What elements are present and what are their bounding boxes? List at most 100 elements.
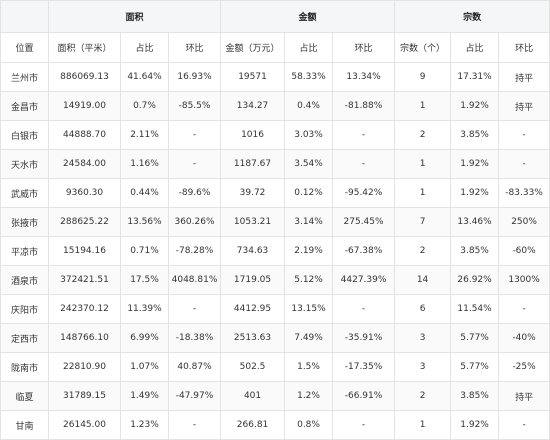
amount-cell: 502.5 <box>220 352 286 382</box>
group-header-blank <box>0 0 49 33</box>
amount-share-cell: 13.15% <box>284 294 334 324</box>
amount-share-cell: 3.14% <box>284 207 334 237</box>
area-mom-cell: -18.38% <box>167 323 222 353</box>
area-share-cell: 41.64% <box>120 62 169 92</box>
amount-mom-cell: -35.91% <box>332 323 396 353</box>
group-header-count: 宗数 <box>394 0 550 33</box>
area-mom-cell: -47.97% <box>167 381 222 411</box>
city-cell: 临夏 <box>0 381 49 411</box>
count-mom-cell: 持平 <box>498 381 550 411</box>
amount-mom-cell: -66.91% <box>332 381 396 411</box>
column-header-count-share: 占比 <box>450 32 500 63</box>
city-cell: 武威市 <box>0 178 49 208</box>
count-share-cell: 5.77% <box>450 352 500 382</box>
count-share-cell: 1.92% <box>450 410 500 440</box>
group-header-area: 面积 <box>47 0 222 33</box>
table-row: 陇南市 22810.90 1.07% 40.87% 502.5 1.5% -17.35% 3 5… <box>0 352 550 382</box>
area-share-cell: 17.5% <box>120 265 169 295</box>
count-mom-cell: - <box>498 120 550 150</box>
city-cell: 定西市 <box>0 323 49 353</box>
area-cell: 24584.00 <box>48 149 121 179</box>
group-header-amount: 金额 <box>220 0 396 33</box>
amount-share-cell: 7.49% <box>284 323 334 353</box>
amount-share-cell: 3.03% <box>284 120 334 150</box>
amount-mom-cell: -67.38% <box>332 236 396 266</box>
area-cell: 31789.15 <box>48 381 121 411</box>
area-cell: 242370.12 <box>48 294 121 324</box>
amount-cell: 1187.67 <box>220 149 286 179</box>
count-cell: 2 <box>394 381 452 411</box>
city-cell: 张掖市 <box>0 207 49 237</box>
amount-share-cell: 1.2% <box>284 381 334 411</box>
count-mom-cell: 250% <box>498 207 550 237</box>
amount-mom-cell: - <box>332 294 396 324</box>
amount-cell: 39.72 <box>220 178 286 208</box>
table-row: 兰州市 886069.13 41.64% 16.93% 19571 58.33% 13.34… <box>0 62 550 92</box>
area-cell: 148766.10 <box>48 323 121 353</box>
count-mom-cell: - <box>498 294 550 324</box>
count-share-cell: 13.46% <box>450 207 500 237</box>
amount-mom-cell: - <box>332 149 396 179</box>
area-cell: 44888.70 <box>48 120 121 150</box>
count-cell: 1 <box>394 410 452 440</box>
area-cell: 22810.90 <box>48 352 121 382</box>
table-row: 庆阳市 242370.12 11.39% -4412.95 13.15% -6 11.54%… <box>0 294 550 324</box>
table-row: 天水市 24584.00 1.16% -1187.67 3.54% -1 1.92% - <box>0 149 550 179</box>
amount-mom-cell: - <box>332 120 396 150</box>
table-row: 定西市 148766.10 6.99% -18.38% 2513.63 7.49% -35.… <box>0 323 550 353</box>
area-share-cell: 1.07% <box>120 352 169 382</box>
count-share-cell: 17.31% <box>450 62 500 92</box>
column-header-count-mom: 环比 <box>498 32 550 63</box>
column-header-area-share: 占比 <box>120 32 169 63</box>
column-header-amount-share: 占比 <box>284 32 334 63</box>
count-cell: 1 <box>394 91 452 121</box>
count-cell: 1 <box>394 178 452 208</box>
area-mom-cell: -89.6% <box>167 178 222 208</box>
count-share-cell: 1.92% <box>450 149 500 179</box>
amount-cell: 734.63 <box>220 236 286 266</box>
amount-mom-cell: 275.45% <box>332 207 396 237</box>
amount-cell: 1719.05 <box>220 265 286 295</box>
area-mom-cell: - <box>167 294 222 324</box>
amount-cell: 266.81 <box>220 410 286 440</box>
count-cell: 1 <box>394 149 452 179</box>
count-share-cell: 3.85% <box>450 381 500 411</box>
count-share-cell: 1.92% <box>450 91 500 121</box>
count-cell: 3 <box>394 323 452 353</box>
area-share-cell: 0.71% <box>120 236 169 266</box>
city-cell: 金昌市 <box>0 91 49 121</box>
table-row: 白银市 44888.70 2.11% -1016 3.03% -2 3.85% - <box>0 120 550 150</box>
area-share-cell: 6.99% <box>120 323 169 353</box>
area-mom-cell: - <box>167 149 222 179</box>
count-mom-cell: - <box>498 410 550 440</box>
area-mom-cell: -85.5% <box>167 91 222 121</box>
city-cell: 平凉市 <box>0 236 49 266</box>
area-share-cell: 1.23% <box>120 410 169 440</box>
amount-cell: 1016 <box>220 120 286 150</box>
count-cell: 3 <box>394 352 452 382</box>
area-mom-cell: 360.26% <box>167 207 222 237</box>
area-mom-cell: 40.87% <box>167 352 222 382</box>
area-share-cell: 13.56% <box>120 207 169 237</box>
amount-cell: 19571 <box>220 62 286 92</box>
amount-mom-cell: -81.88% <box>332 91 396 121</box>
area-cell: 9360.30 <box>48 178 121 208</box>
count-cell: 6 <box>394 294 452 324</box>
amount-share-cell: 0.4% <box>284 91 334 121</box>
amount-share-cell: 58.33% <box>284 62 334 92</box>
amount-share-cell: 0.8% <box>284 410 334 440</box>
table-row: 张掖市 288625.22 13.56% 360.26% 1053.21 3.14% 275… <box>0 207 550 237</box>
count-share-cell: 11.54% <box>450 294 500 324</box>
count-share-cell: 3.85% <box>450 236 500 266</box>
amount-mom-cell: 4427.39% <box>332 265 396 295</box>
count-mom-cell: 持平 <box>498 91 550 121</box>
amount-mom-cell: 13.34% <box>332 62 396 92</box>
area-mom-cell: - <box>167 120 222 150</box>
amount-share-cell: 0.12% <box>284 178 334 208</box>
count-cell: 9 <box>394 62 452 92</box>
amount-share-cell: 2.19% <box>284 236 334 266</box>
city-cell: 天水市 <box>0 149 49 179</box>
count-mom-cell: - <box>498 149 550 179</box>
area-mom-cell: 4048.81% <box>167 265 222 295</box>
amount-cell: 1053.21 <box>220 207 286 237</box>
